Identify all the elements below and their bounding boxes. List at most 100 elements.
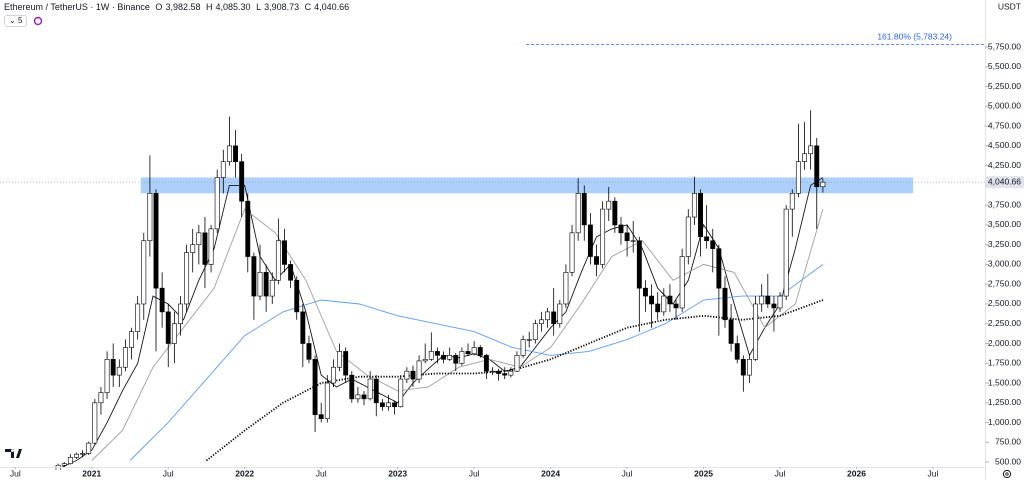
candle-body xyxy=(643,287,648,297)
candle-body xyxy=(74,453,79,458)
candle-body xyxy=(759,295,765,305)
candle-body xyxy=(606,200,612,210)
candle-body xyxy=(691,192,697,218)
candle-body xyxy=(245,200,251,257)
candle-body xyxy=(428,351,434,360)
candle-body xyxy=(441,355,446,360)
ohlc-value: 3,908.73 xyxy=(264,2,300,12)
candle-body xyxy=(728,319,734,344)
candle-body xyxy=(104,359,110,393)
ohlc-key: C xyxy=(304,2,312,12)
candle-body xyxy=(129,331,134,348)
y-tick-label: 3,500.00 xyxy=(988,219,1021,229)
x-tick-label: 2021 xyxy=(82,468,101,478)
y-tick-label: 5,000.00 xyxy=(988,101,1021,111)
candle-body xyxy=(86,442,92,454)
indicator-toggle[interactable]: ⌄ 5 xyxy=(4,15,28,27)
last-price-label: 4,040.66 xyxy=(988,176,1021,186)
ohlc-value: 4,085.30 xyxy=(215,2,251,12)
candle-body xyxy=(220,161,226,178)
candle-body xyxy=(802,153,807,162)
y-tick-label: 1,750.00 xyxy=(988,358,1021,368)
y-tick-label: 750.00 xyxy=(995,437,1021,447)
candle-body xyxy=(649,295,655,305)
moving-average xyxy=(91,208,824,461)
candle-body xyxy=(294,279,300,313)
candle-body xyxy=(508,370,514,376)
candle-body xyxy=(734,343,740,360)
candle-body xyxy=(343,351,349,376)
candle-body xyxy=(520,339,526,356)
candle-body xyxy=(753,303,759,360)
candle-body xyxy=(379,402,385,408)
candle-body xyxy=(532,323,538,340)
candle-body xyxy=(587,224,593,257)
candle-body xyxy=(765,295,771,305)
y-tick-label: 3,000.00 xyxy=(988,259,1021,269)
candle-body xyxy=(514,355,520,372)
symbol-title[interactable]: Ethereum / TetherUS · 1W · Binance xyxy=(4,2,150,12)
candle-body xyxy=(545,311,551,321)
candle-body xyxy=(698,192,703,238)
moving-average xyxy=(61,177,824,469)
x-tick-label: 2022 xyxy=(235,468,254,478)
candle-body xyxy=(269,279,275,297)
candle-body xyxy=(661,295,667,313)
y-tick-label: 3,750.00 xyxy=(988,199,1021,209)
y-tick-label: 5,500.00 xyxy=(988,61,1021,71)
candle-body xyxy=(434,351,440,356)
candle-body xyxy=(422,359,428,362)
y-tick-label: 2,250.00 xyxy=(988,318,1021,328)
candle-body xyxy=(312,359,318,415)
currency-label[interactable]: USDT xyxy=(998,1,1021,11)
candle-body xyxy=(624,232,630,242)
candle-body xyxy=(184,252,190,305)
candle-body xyxy=(318,414,324,419)
candle-body xyxy=(563,272,569,305)
resistance-zone xyxy=(140,177,914,194)
candle-body xyxy=(404,370,410,380)
candle-body xyxy=(459,351,465,364)
x-tick-label: Jul xyxy=(316,468,327,478)
candle-body xyxy=(367,378,373,400)
candle-body xyxy=(208,228,214,265)
moving-average xyxy=(129,264,824,461)
candle-body xyxy=(373,378,379,404)
candle-body xyxy=(471,347,477,355)
fib-label: 161.80% (5,783.24) xyxy=(877,32,952,42)
x-tick-label: 2025 xyxy=(694,468,713,478)
candle-body xyxy=(710,240,716,249)
y-tick-label: 3,250.00 xyxy=(988,239,1021,249)
candle-body xyxy=(814,145,820,188)
candle-body xyxy=(581,192,587,226)
candle-body xyxy=(398,378,404,408)
candle-body xyxy=(251,256,257,297)
x-tick-label: 2026 xyxy=(847,468,866,478)
x-tick-label: Jul xyxy=(928,468,939,478)
candle-body xyxy=(808,145,814,155)
candle-body xyxy=(771,303,777,309)
candle-body xyxy=(288,264,294,281)
ohlc-key: L xyxy=(256,2,262,12)
settings-icon[interactable] xyxy=(1002,469,1012,479)
candle-body xyxy=(575,192,581,234)
indicator-row: ⌄ 5 xyxy=(4,15,43,27)
candle-body xyxy=(789,192,795,210)
y-tick-label: 2,500.00 xyxy=(988,298,1021,308)
tradingview-logo[interactable] xyxy=(5,449,22,458)
candle-body xyxy=(477,347,483,356)
indicator-icon[interactable] xyxy=(33,16,43,26)
candle-body xyxy=(496,370,502,374)
candle-body xyxy=(239,161,245,202)
ohlc-key: H xyxy=(206,2,213,12)
x-tick-label: Jul xyxy=(775,468,786,478)
candle-body xyxy=(355,394,361,400)
y-tick-label: 1,250.00 xyxy=(988,397,1021,407)
candle-body xyxy=(740,359,746,376)
candle-body xyxy=(135,303,141,332)
last-price-box xyxy=(986,176,1024,189)
x-tick-label: Jul xyxy=(469,468,480,478)
x-tick-label: Jul xyxy=(10,468,21,478)
